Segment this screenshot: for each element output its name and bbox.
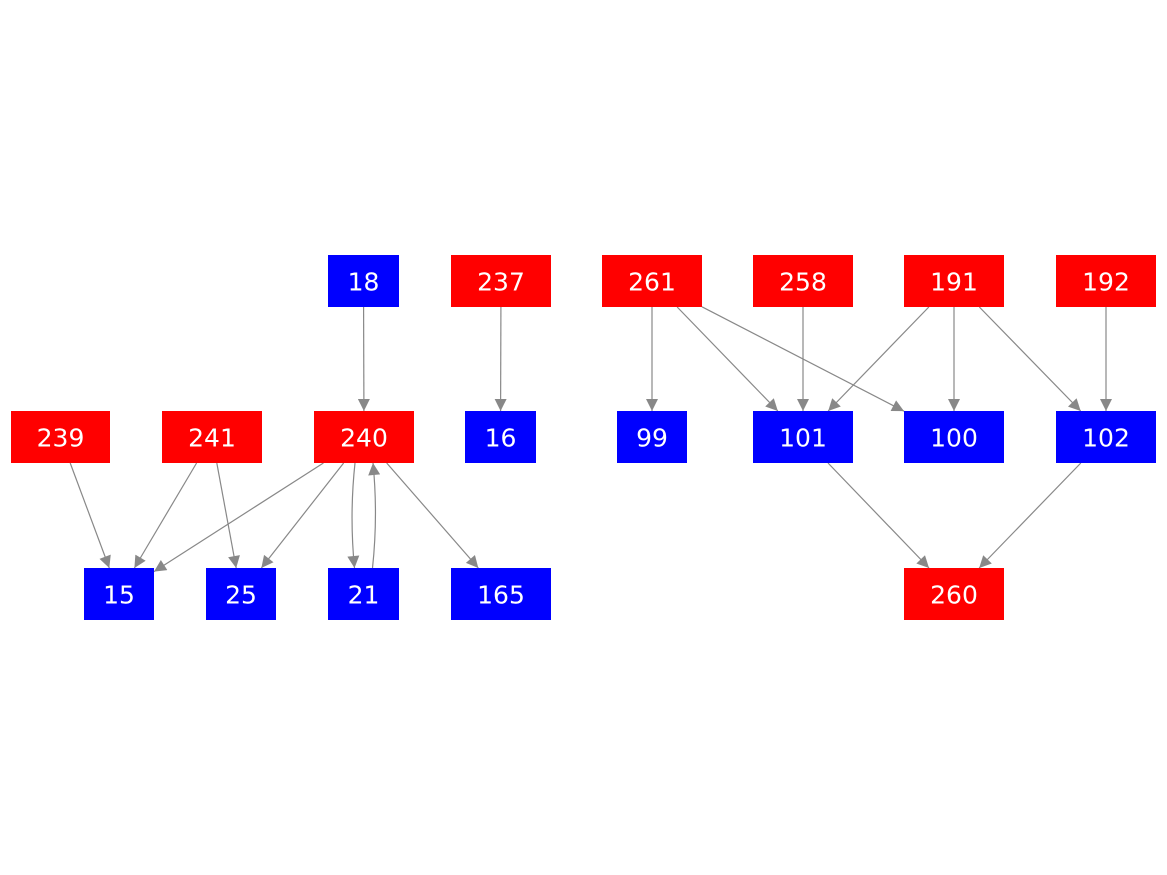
node-21[interactable]: 21 bbox=[328, 568, 399, 620]
node-box bbox=[753, 411, 853, 463]
node-label: 192 bbox=[1082, 268, 1130, 297]
node-box bbox=[11, 411, 110, 463]
node-box bbox=[753, 255, 853, 307]
node-box bbox=[617, 411, 687, 463]
node-label: 165 bbox=[477, 581, 525, 610]
edge-102-to-260 bbox=[978, 462, 1082, 569]
node-102[interactable]: 102 bbox=[1056, 411, 1156, 463]
node-label: 102 bbox=[1082, 424, 1130, 453]
node-box bbox=[904, 255, 1004, 307]
node-239[interactable]: 239 bbox=[11, 411, 110, 463]
node-192[interactable]: 192 bbox=[1056, 255, 1156, 307]
node-label: 101 bbox=[779, 424, 827, 453]
node-165[interactable]: 165 bbox=[451, 568, 551, 620]
edge-239-to-15 bbox=[69, 462, 111, 569]
node-label: 21 bbox=[348, 581, 380, 610]
edge-21-to-240 bbox=[368, 462, 381, 569]
node-box bbox=[328, 568, 399, 620]
node-label: 15 bbox=[103, 581, 135, 610]
node-label: 100 bbox=[930, 424, 978, 453]
node-box bbox=[328, 255, 399, 307]
node-15[interactable]: 15 bbox=[84, 568, 154, 620]
node-258[interactable]: 258 bbox=[753, 255, 853, 307]
node-box bbox=[904, 411, 1004, 463]
node-box bbox=[451, 255, 551, 307]
node-16[interactable]: 16 bbox=[465, 411, 536, 463]
edge-101-to-260 bbox=[827, 462, 930, 569]
node-label: 191 bbox=[930, 268, 978, 297]
node-label: 99 bbox=[636, 424, 668, 453]
node-label: 237 bbox=[477, 268, 525, 297]
edge-261-to-101 bbox=[676, 306, 779, 412]
node-box bbox=[1056, 255, 1156, 307]
node-101[interactable]: 101 bbox=[753, 411, 853, 463]
edge-191-to-101 bbox=[827, 306, 930, 412]
node-261[interactable]: 261 bbox=[602, 255, 702, 307]
node-label: 25 bbox=[225, 581, 257, 610]
node-label: 241 bbox=[188, 424, 236, 453]
edge-241-to-25 bbox=[216, 462, 240, 569]
node-box bbox=[314, 411, 414, 463]
node-label: 240 bbox=[340, 424, 388, 453]
node-box bbox=[904, 568, 1004, 620]
node-100[interactable]: 100 bbox=[904, 411, 1004, 463]
edges-layer bbox=[69, 306, 1112, 573]
edge-240-to-25 bbox=[260, 462, 345, 569]
node-label: 261 bbox=[628, 268, 676, 297]
node-18[interactable]: 18 bbox=[328, 255, 399, 307]
node-box bbox=[451, 568, 551, 620]
edge-191-to-102 bbox=[978, 306, 1082, 412]
node-99[interactable]: 99 bbox=[617, 411, 687, 463]
edge-241-to-15 bbox=[133, 462, 198, 569]
node-25[interactable]: 25 bbox=[206, 568, 276, 620]
node-label: 18 bbox=[348, 268, 380, 297]
node-box bbox=[602, 255, 702, 307]
node-191[interactable]: 191 bbox=[904, 255, 1004, 307]
node-label: 260 bbox=[930, 581, 978, 610]
nodes-layer: 18 237 261 258 191 192 239 241 240 16 99 101 100 102 1… bbox=[11, 255, 1156, 620]
node-box bbox=[1056, 411, 1156, 463]
node-box bbox=[162, 411, 262, 463]
node-box bbox=[465, 411, 536, 463]
node-241[interactable]: 241 bbox=[162, 411, 262, 463]
edge-240-to-165 bbox=[386, 462, 479, 569]
node-box bbox=[84, 568, 154, 620]
node-box bbox=[206, 568, 276, 620]
node-237[interactable]: 237 bbox=[451, 255, 551, 307]
node-label: 239 bbox=[37, 424, 85, 453]
node-label: 16 bbox=[485, 424, 517, 453]
node-240[interactable]: 240 bbox=[314, 411, 414, 463]
edge-240-to-15 bbox=[153, 462, 324, 573]
node-260[interactable]: 260 bbox=[904, 568, 1004, 620]
edge-240-to-21 bbox=[347, 462, 360, 569]
node-label: 258 bbox=[779, 268, 827, 297]
